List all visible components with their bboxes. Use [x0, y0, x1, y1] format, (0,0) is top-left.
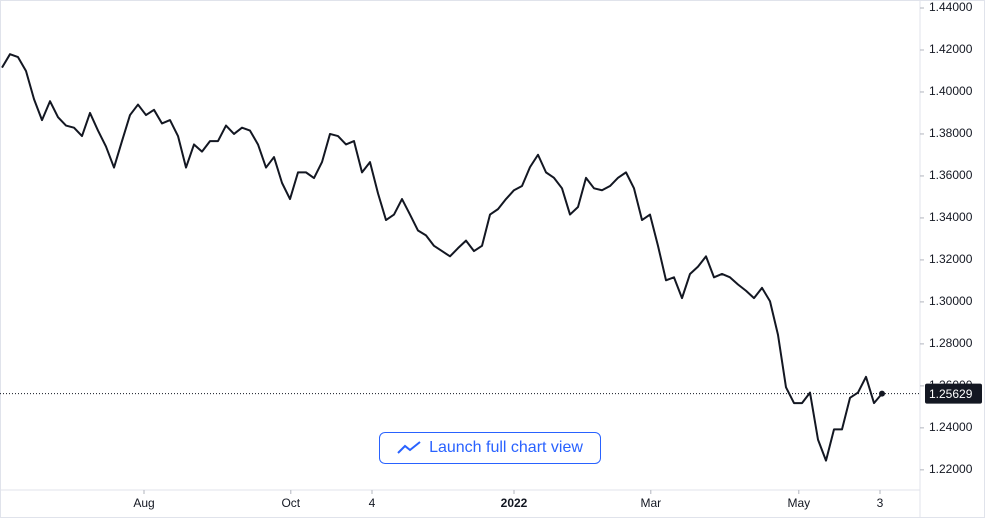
last-point	[879, 390, 885, 397]
x-tick-label: May	[787, 496, 810, 510]
launch-button[interactable]: Launch full chart view	[379, 432, 601, 464]
last-price-box	[925, 383, 982, 404]
y-tick-label: 1.28000	[929, 336, 973, 350]
x-tick-label: Oct	[281, 496, 300, 510]
y-tick-label: 1.34000	[929, 210, 973, 224]
launch-label: Launch full chart view	[429, 439, 583, 456]
y-tick-label: 1.36000	[929, 168, 973, 182]
y-tick-label: 1.22000	[929, 462, 973, 476]
x-tick-label: Mar	[640, 496, 661, 510]
last-price-label: 1.25629	[929, 387, 973, 401]
y-tick-label: 1.40000	[929, 84, 973, 98]
y-tick-label: 1.44000	[929, 0, 973, 14]
x-tick-label: 3	[877, 496, 884, 510]
y-tick-label: 1.32000	[929, 252, 973, 266]
x-tick-label: 2022	[501, 496, 528, 510]
y-tick-label: 1.38000	[929, 126, 973, 140]
x-tick-label: Aug	[133, 496, 154, 510]
y-tick-label: 1.24000	[929, 420, 973, 434]
y-tick-label: 1.30000	[929, 294, 973, 308]
x-tick-label: 4	[369, 496, 376, 510]
launch-icon	[397, 441, 421, 454]
price-line	[1, 53, 883, 462]
y-tick-label: 1.42000	[929, 42, 973, 56]
